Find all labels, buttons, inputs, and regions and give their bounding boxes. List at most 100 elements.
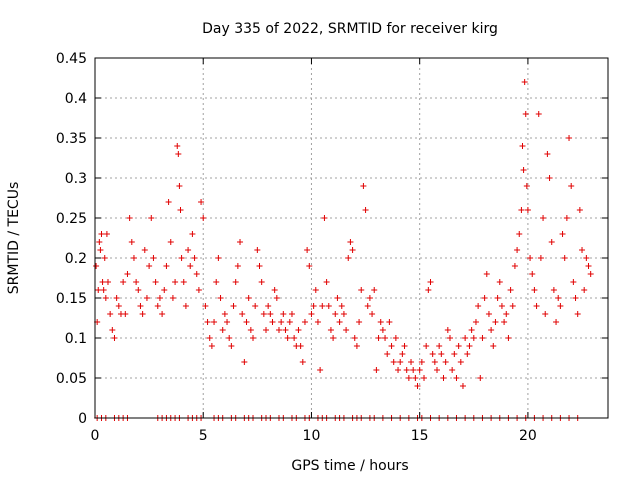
axis-ticks: 0 0.05 0.1 0.15 0.2 0.25 0.3 0.35 0.4 0.45 0 5 10 15 2… xyxy=(56,51,608,444)
data-point xyxy=(271,287,278,293)
data-point xyxy=(523,183,530,189)
data-point xyxy=(230,303,237,309)
data-point xyxy=(148,215,155,221)
data-point xyxy=(587,271,594,277)
data-point xyxy=(472,319,479,325)
data-point xyxy=(130,255,137,261)
chart-title: Day 335 of 2022, SRMTID for receiver kir… xyxy=(202,21,498,37)
data-point xyxy=(254,247,261,253)
data-point xyxy=(377,319,384,325)
data-point xyxy=(563,215,570,221)
data-point xyxy=(459,383,466,389)
data-point xyxy=(217,295,224,301)
data-point xyxy=(423,343,430,349)
data-point xyxy=(522,111,529,117)
data-point xyxy=(206,335,213,341)
data-point xyxy=(485,311,492,317)
data-point xyxy=(440,375,447,381)
data-point xyxy=(581,287,588,293)
data-point xyxy=(579,247,586,253)
data-point xyxy=(150,255,157,261)
plot-frame xyxy=(94,57,609,419)
data-point xyxy=(174,143,181,149)
data-point xyxy=(100,287,107,293)
data-point xyxy=(226,335,233,341)
y-tick-label: 0.15 xyxy=(56,291,87,307)
data-point xyxy=(258,279,265,285)
x-tick-label: 0 xyxy=(91,428,100,444)
y-tick-label: 0.45 xyxy=(56,51,87,67)
data-point xyxy=(280,311,287,317)
data-point xyxy=(498,303,505,309)
data-point xyxy=(323,279,330,285)
data-point xyxy=(479,335,486,341)
data-point xyxy=(533,303,540,309)
data-point xyxy=(107,311,114,317)
data-point xyxy=(198,199,205,205)
data-point xyxy=(347,239,354,245)
data-point xyxy=(490,343,497,349)
data-point xyxy=(200,215,207,221)
data-point xyxy=(286,319,293,325)
data-point xyxy=(182,303,189,309)
data-point xyxy=(544,151,551,157)
data-point xyxy=(537,255,544,261)
data-point xyxy=(152,279,159,285)
data-point xyxy=(410,367,417,373)
data-point xyxy=(519,143,526,149)
data-point xyxy=(159,311,166,317)
data-point xyxy=(518,207,525,213)
data-point xyxy=(405,375,412,381)
data-point xyxy=(137,303,144,309)
data-point xyxy=(384,351,391,357)
data-point xyxy=(535,111,542,117)
data-point xyxy=(135,287,142,293)
data-point xyxy=(141,247,148,253)
data-point xyxy=(102,295,109,301)
data-point xyxy=(470,335,477,341)
data-point xyxy=(122,311,129,317)
data-point xyxy=(453,375,460,381)
data-point xyxy=(143,295,150,301)
data-point xyxy=(250,335,257,341)
data-point xyxy=(282,327,289,333)
y-tick-label: 0.3 xyxy=(65,171,87,187)
data-point xyxy=(548,239,555,245)
data-point xyxy=(345,255,352,261)
data-point xyxy=(177,207,184,213)
data-point xyxy=(362,207,369,213)
grid xyxy=(95,58,608,418)
y-tick-label: 0.05 xyxy=(56,371,87,387)
data-point xyxy=(245,295,252,301)
data-point xyxy=(156,295,163,301)
x-tick-label: 20 xyxy=(519,428,537,444)
data-point xyxy=(128,239,135,245)
data-point xyxy=(576,207,583,213)
data-point xyxy=(237,239,244,245)
y-tick-label: 0.1 xyxy=(65,331,87,347)
data-point xyxy=(241,359,248,365)
data-point xyxy=(204,319,211,325)
data-point xyxy=(321,215,328,221)
data-point xyxy=(219,327,226,333)
data-point xyxy=(306,263,313,269)
data-point xyxy=(496,279,503,285)
data-point xyxy=(243,319,250,325)
data-point xyxy=(477,375,484,381)
data-point xyxy=(221,311,228,317)
data-point xyxy=(555,295,562,301)
data-point xyxy=(260,311,267,317)
data-point xyxy=(232,279,239,285)
data-point xyxy=(436,343,443,349)
data-point xyxy=(553,319,560,325)
data-point xyxy=(299,359,306,365)
y-tick-label: 0.4 xyxy=(65,91,87,107)
data-point xyxy=(397,359,404,365)
data-point xyxy=(527,255,534,261)
data-point xyxy=(193,271,200,277)
data-point xyxy=(451,351,458,357)
data-point xyxy=(550,287,557,293)
data-point xyxy=(256,263,263,269)
y-axis-label: SRMTID / TECUs xyxy=(6,182,22,295)
data-point xyxy=(455,343,462,349)
